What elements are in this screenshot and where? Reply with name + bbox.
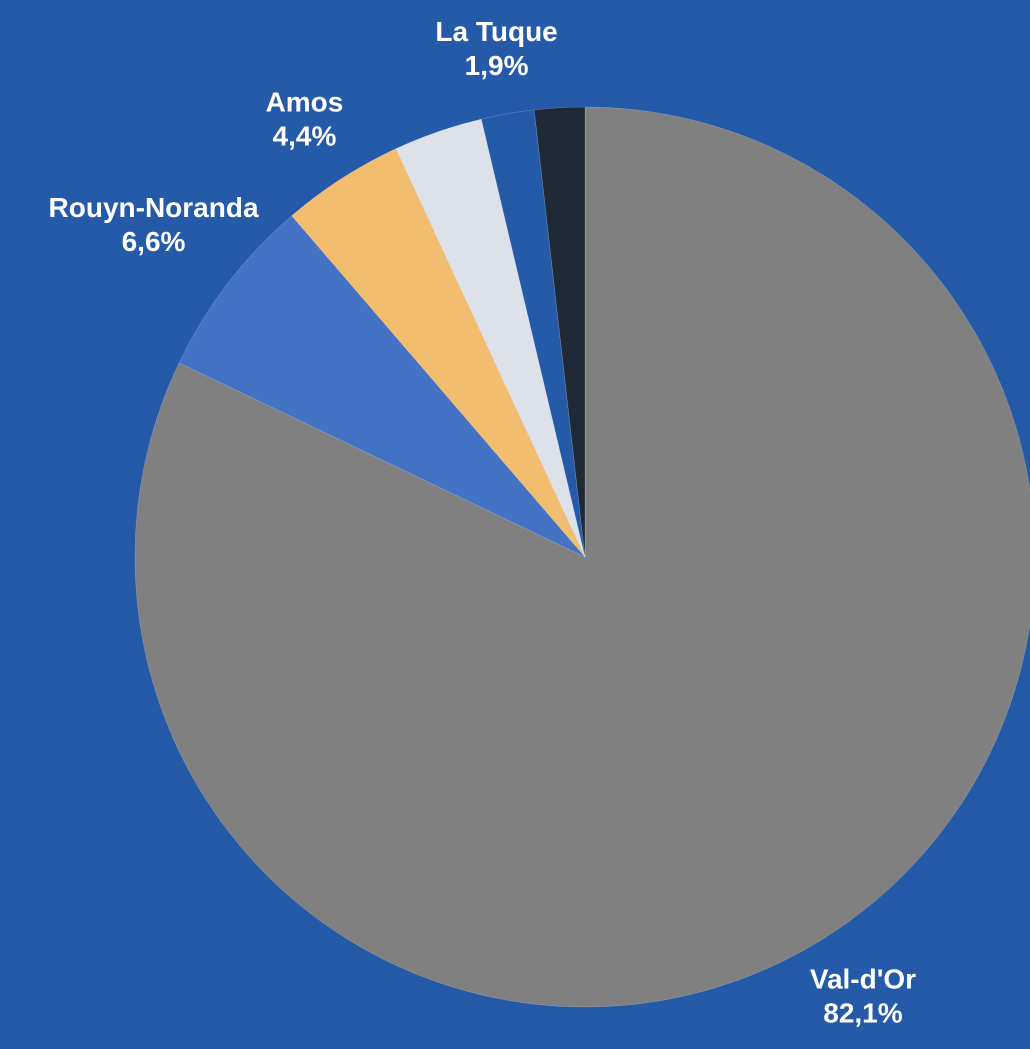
pie-slice bbox=[395, 118, 586, 558]
value-label: 6,6% bbox=[122, 226, 186, 257]
pie-slice bbox=[533, 106, 586, 558]
pie-slice bbox=[178, 215, 586, 558]
slice-label: Amos bbox=[266, 86, 344, 117]
pie-slice bbox=[134, 106, 1030, 1008]
slice-label: Rouyn-Noranda bbox=[49, 192, 259, 223]
value-label: 4,4% bbox=[273, 120, 337, 151]
pie-slice bbox=[481, 109, 586, 558]
value-label: 82,1% bbox=[823, 997, 902, 1028]
pie-slice bbox=[291, 148, 586, 558]
slice-label: Val-d'Or bbox=[810, 963, 916, 994]
value-label: 1,9% bbox=[465, 50, 529, 81]
slice-label: La Tuque bbox=[435, 16, 557, 47]
